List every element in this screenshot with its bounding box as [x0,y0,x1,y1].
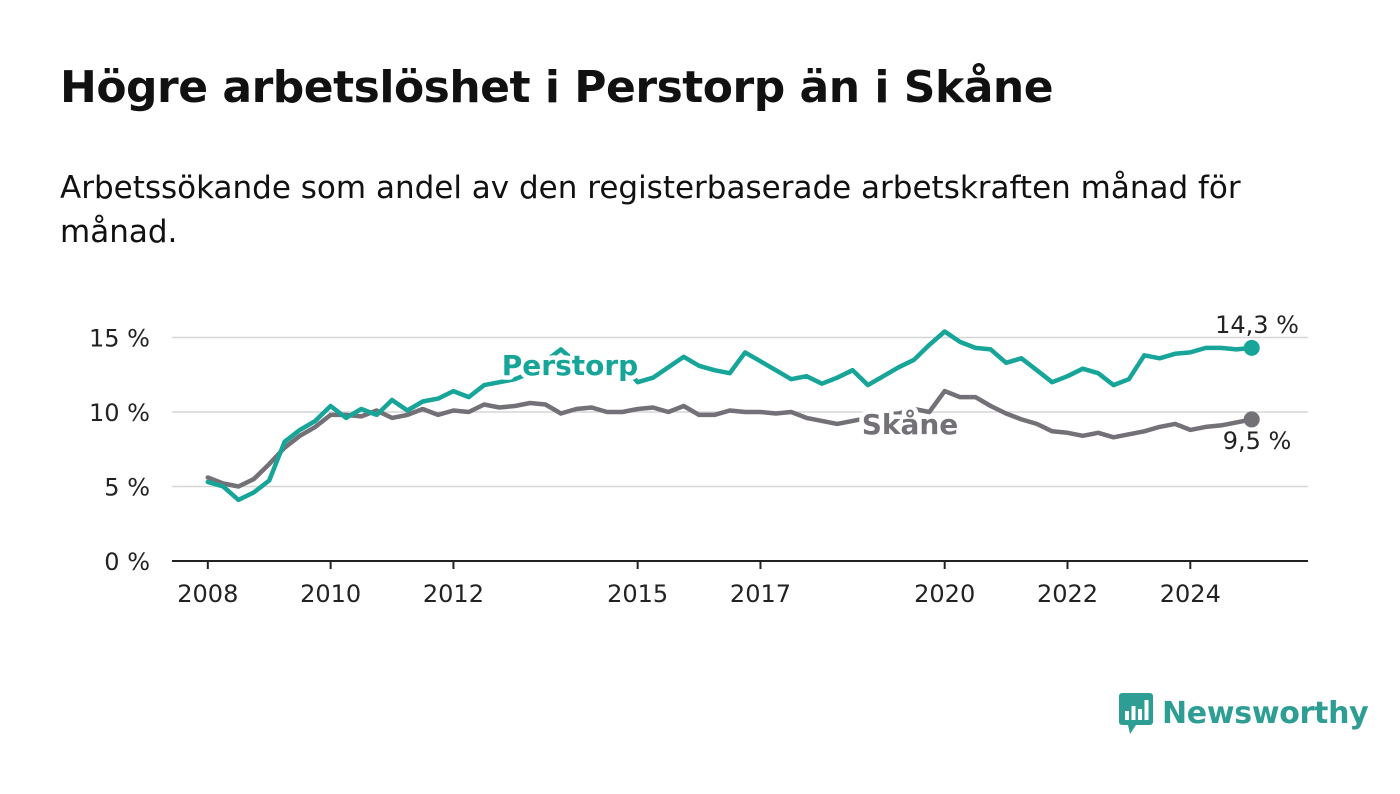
series-line-skane [205,388,1254,489]
y-tick-label: 10 % [89,399,150,427]
series-label-skane: Skåne [862,408,959,441]
series-line-perstorp [205,329,1254,503]
end-value-label-skane: 9,5 % [1223,427,1292,455]
x-tick-label: 2008 [177,580,238,608]
chart-title: Högre arbetslöshet i Perstorp än i Skåne [60,62,1054,113]
chart-subtitle: Arbetssökande som andel av den registerb… [60,170,1241,250]
x-tick-label: 2020 [914,580,975,608]
series-group [205,329,1260,503]
annotations: Perstorp Skåne 14,3 % 9,5 % [497,311,1299,455]
x-tick-label: 2010 [300,580,361,608]
newsworthy-logo: Newsworthy [1118,690,1369,736]
newsworthy-logo-icon [1119,693,1153,734]
x-tick-label: 2017 [730,580,791,608]
y-axis-labels: 0 % 5 % 10 % 15 % [89,324,150,576]
x-tick-label: 2022 [1037,580,1098,608]
x-tick-label: 2015 [607,580,668,608]
series-endpoint-skane [1243,411,1260,428]
y-tick-label: 0 % [104,548,150,576]
newsworthy-logo-text: Newsworthy [1162,695,1369,731]
series-endpoint-perstorp [1243,339,1260,356]
end-value-label-perstorp: 14,3 % [1215,311,1299,339]
x-tick-label: 2024 [1160,580,1221,608]
x-axis: 2008 2010 2012 2015 2017 2020 2022 2024 [172,560,1308,608]
y-tick-label: 15 % [89,324,150,352]
y-tick-label: 5 % [104,473,150,501]
x-tick-label: 2012 [423,580,484,608]
series-label-perstorp: Perstorp [502,349,638,382]
